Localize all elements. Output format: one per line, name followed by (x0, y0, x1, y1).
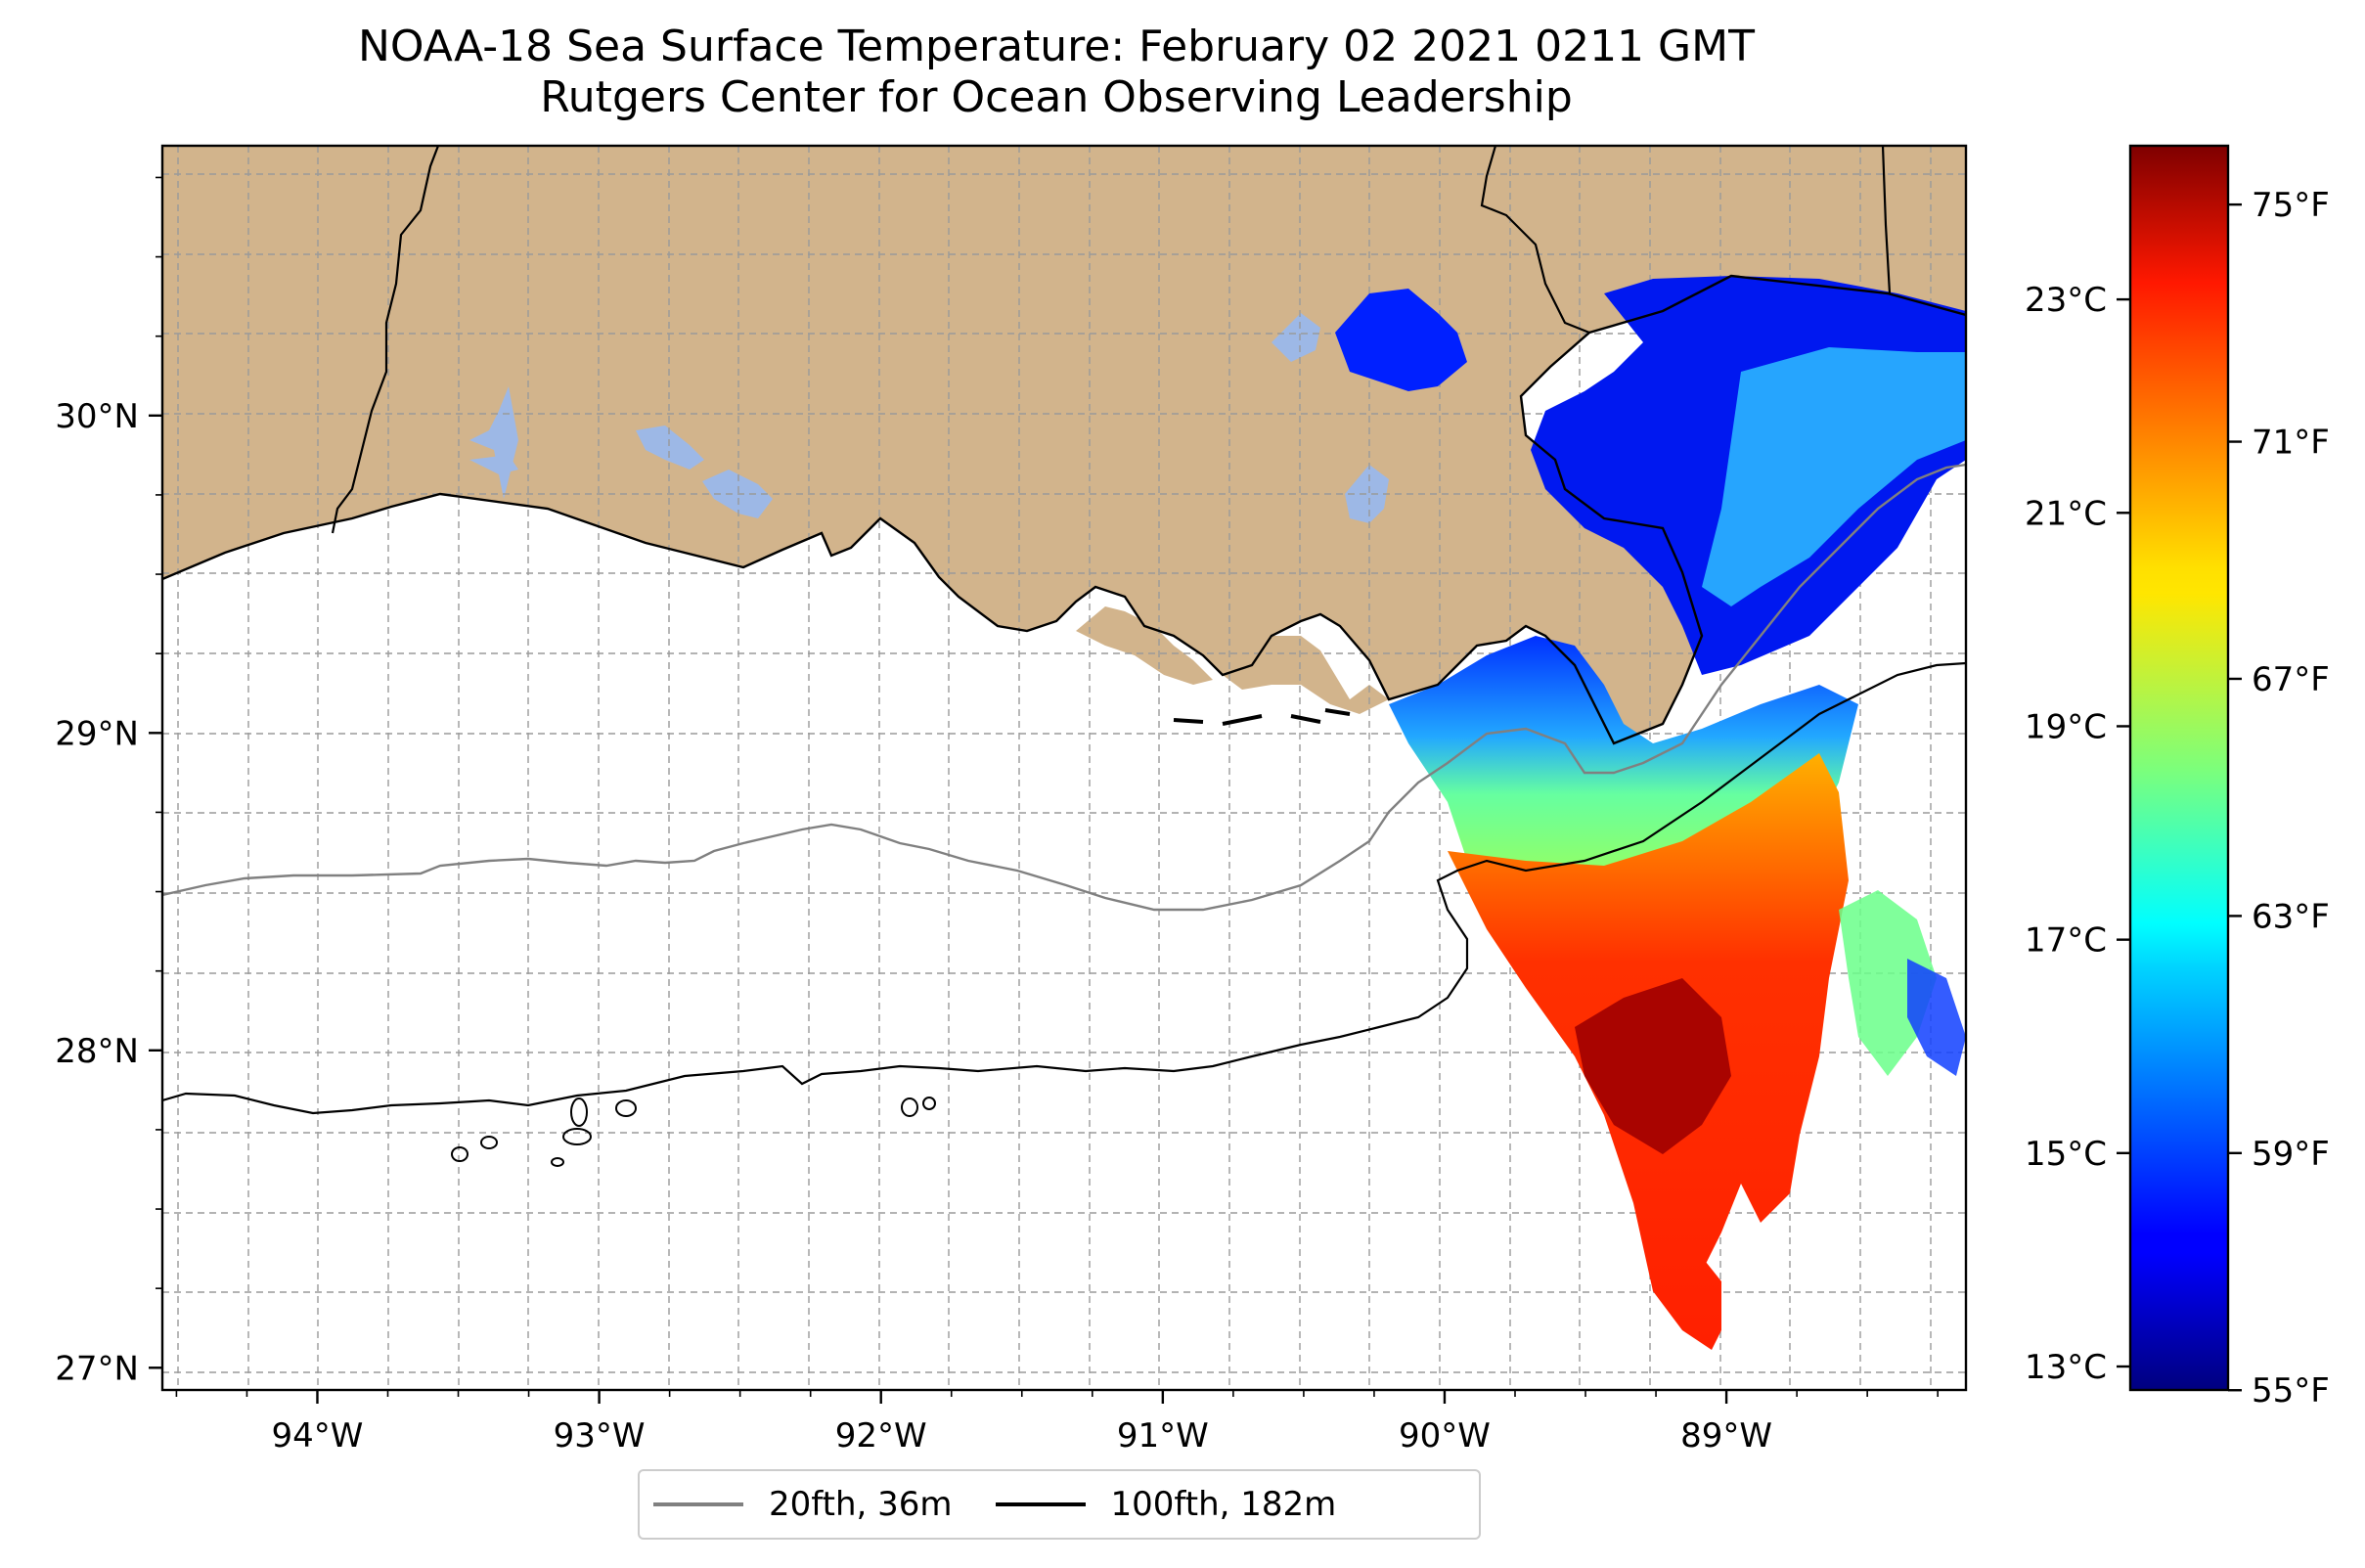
celsius-tick-label: 23°C (2025, 281, 2107, 320)
legend-entry-20fth: 20fth, 36m (653, 1485, 953, 1524)
fahrenheit-tick-label: 67°F (2252, 660, 2330, 699)
sst-hot-spot (1575, 978, 1731, 1154)
barrier-islands (1173, 708, 1351, 726)
celsius-tick-label: 19°C (2025, 707, 2107, 746)
lon-tick-label: 92°W (835, 1416, 927, 1456)
legend-label-20fth: 20fth, 36m (769, 1485, 953, 1524)
offshore-banks (451, 1097, 936, 1167)
title-line-2: Rutgers Center for Ocean Observing Leade… (540, 72, 1573, 122)
legend-line-100fth (995, 1502, 1086, 1506)
state-border (331, 146, 1590, 534)
lon-tick-label: 93°W (554, 1416, 646, 1456)
state-border-east (1881, 146, 1892, 294)
fahrenheit-tick-label: 75°F (2252, 186, 2330, 225)
isobath-legend: 20fth, 36m 100fth, 182m (638, 1469, 1481, 1540)
lat-tick-label: 30°N (55, 397, 139, 436)
fahrenheit-tick-label: 59°F (2252, 1135, 2330, 1174)
land-delta-west (1223, 636, 1389, 714)
colorbar-fahrenheit-axis: 55°F 59°F 63°F 67°F 71°F 75°F (2228, 186, 2330, 1411)
lon-tick-label: 94°W (272, 1416, 364, 1456)
title-line-1: NOAA-18 Sea Surface Temperature: Februar… (358, 22, 1755, 71)
lon-tick-label: 91°W (1117, 1416, 1209, 1456)
legend-line-20fth (653, 1502, 743, 1506)
celsius-tick-label: 13°C (2025, 1348, 2107, 1387)
map-frame (160, 144, 1968, 1392)
celsius-tick-label: 21°C (2025, 494, 2107, 533)
sst-lake-pontchartrain (1335, 289, 1467, 391)
lat-tick-label: 28°N (55, 1032, 139, 1071)
lake (1345, 465, 1389, 523)
legend-label-100fth: 100fth, 182m (1110, 1485, 1337, 1524)
chart-title: NOAA-18 Sea Surface Temperature: Februar… (156, 22, 1956, 123)
lake (469, 455, 518, 474)
lat-tick-label: 27°N (55, 1349, 139, 1388)
fahrenheit-tick-label: 63°F (2252, 897, 2330, 936)
colorbar-celsius-axis: 13°C 15°C 17°C 19°C 21°C 23°C (2025, 281, 2130, 1387)
lon-tick-label: 90°W (1399, 1416, 1491, 1456)
land-peninsula (1076, 606, 1213, 685)
legend-entry-100fth: 100fth, 182m (995, 1485, 1337, 1524)
longitude-tick-marks: 94°W 93°W 92°W 91°W 90°W 89°W (175, 1390, 1939, 1456)
fahrenheit-tick-label: 55°F (2252, 1371, 2330, 1411)
land-mass (162, 146, 1966, 743)
celsius-tick-label: 17°C (2025, 921, 2107, 961)
sst-swath (1335, 276, 1966, 1350)
lake (636, 426, 704, 470)
sst-blue-edge (1907, 959, 1966, 1076)
isobath-20fth (162, 463, 1966, 912)
sst-mid-band (1702, 347, 1966, 606)
sst-green-fringe (1839, 890, 1937, 1076)
colorbar (2128, 144, 2230, 1392)
celsius-tick-label: 15°C (2025, 1135, 2107, 1174)
isobath-100fth (162, 661, 1966, 1115)
lake (1272, 313, 1320, 362)
lon-tick-label: 89°W (1680, 1416, 1772, 1456)
fahrenheit-tick-label: 71°F (2252, 424, 2330, 463)
lat-tick-label: 29°N (55, 714, 139, 753)
map-plot-area (162, 146, 1966, 1390)
latitude-tick-marks: 30°N 29°N 28°N 27°N (55, 176, 162, 1388)
coastline (162, 274, 1966, 745)
